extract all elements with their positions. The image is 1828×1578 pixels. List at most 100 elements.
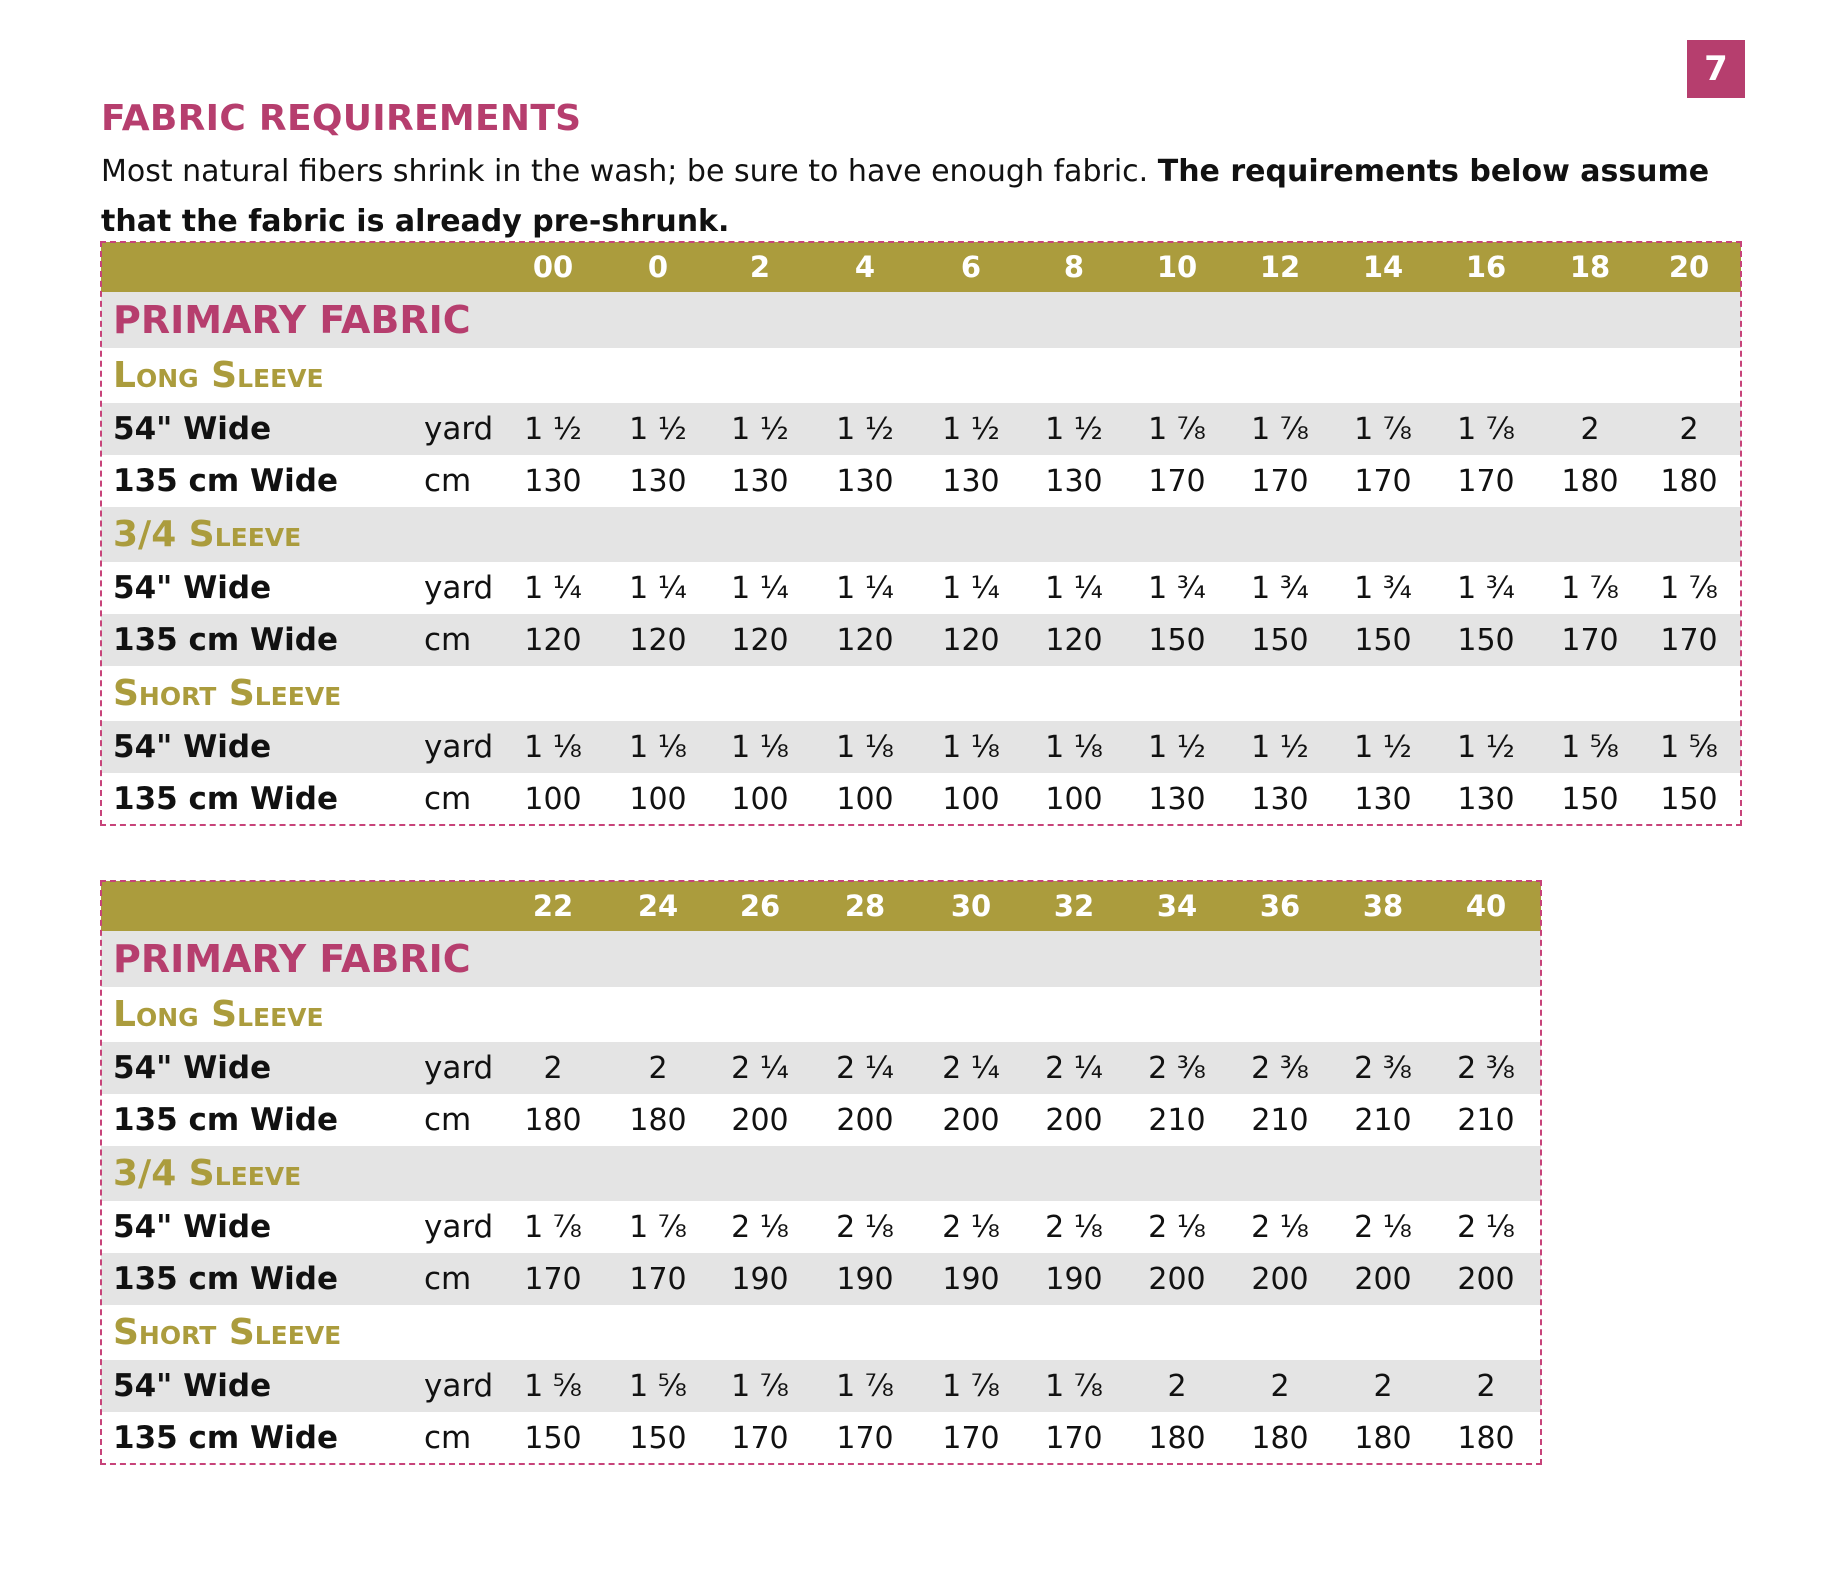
size-header-cell: 30 [950, 889, 992, 923]
value-cell: 2 ⅛ [1457, 1209, 1515, 1245]
fabric-width-label: 135 cm Wide [113, 622, 339, 658]
value-cell: 150 [1660, 781, 1718, 817]
size-header-cell: 22 [532, 889, 574, 923]
size-header-cell: 6 [960, 250, 982, 284]
value-cell: 180 [1561, 463, 1619, 499]
size-header-cell: 00 [532, 250, 574, 284]
value-cell: 200 [1354, 1261, 1412, 1297]
value-cell: 2 ⅛ [942, 1209, 1000, 1245]
sleeve-section-row: Long Sleeve [101, 987, 1541, 1042]
value-cell: 1 ¼ [942, 570, 1000, 606]
fabric-table-sizes-00-20: 00 0 2 4 6 8 10 12 14 16 18 20 PRIMARY FABRIC Long Sl… [100, 241, 1742, 826]
value-cell: 1 ¼ [1045, 570, 1103, 606]
sleeve-label: 3/4 Sleeve [113, 1153, 302, 1194]
size-header-cell: 16 [1465, 250, 1507, 284]
value-cell: 170 [524, 1261, 582, 1297]
value-cell: 2 [1476, 1368, 1496, 1404]
fabric-width-label: 54" Wide [113, 1209, 272, 1245]
fabric-width-label: 54" Wide [113, 570, 272, 606]
size-header-cell: 26 [739, 889, 781, 923]
value-cell: 2 ¼ [836, 1050, 894, 1086]
value-cell: 130 [629, 463, 687, 499]
page-number: 7 [1687, 40, 1745, 98]
value-cell: 130 [1045, 463, 1103, 499]
fabric-width-label: 135 cm Wide [113, 1420, 339, 1456]
sleeve-label: Long Sleeve [113, 994, 324, 1035]
value-cell: 100 [524, 781, 582, 817]
value-cell: 1 ½ [1457, 729, 1515, 765]
value-cell: 1 ¾ [1457, 570, 1515, 606]
value-cell: 210 [1354, 1102, 1412, 1138]
value-cell: 150 [1354, 622, 1412, 658]
value-cell: 1 ¾ [1354, 570, 1412, 606]
value-cell: 170 [1660, 622, 1718, 658]
value-cell: 1 ⅞ [836, 1368, 894, 1404]
unit-label: cm [424, 1261, 472, 1297]
unit-label: yard [424, 1050, 494, 1086]
value-cell: 1 ⅞ [1251, 411, 1309, 447]
value-cell: 1 ⅝ [1561, 729, 1619, 765]
table-row: 135 cm Wide cm 120 120 120 120 120 120 150 150 150… [101, 614, 1741, 666]
table-row: 135 cm Wide cm 180 180 200 200 200 200 210 210 210… [101, 1094, 1541, 1146]
value-cell: 130 [1251, 781, 1309, 817]
value-cell: 120 [629, 622, 687, 658]
fabric-label: PRIMARY FABRIC [113, 298, 471, 342]
value-cell: 150 [629, 1420, 687, 1456]
fabric-width-label: 54" Wide [113, 729, 272, 765]
value-cell: 130 [524, 463, 582, 499]
value-cell: 1 ½ [731, 411, 789, 447]
fabric-label: PRIMARY FABRIC [113, 937, 471, 981]
value-cell: 170 [731, 1420, 789, 1456]
value-cell: 2 ⅛ [1251, 1209, 1309, 1245]
table-row: 135 cm Wide cm 130 130 130 130 130 130 170 170 170… [101, 455, 1741, 507]
size-header-cell: 32 [1053, 889, 1095, 923]
size-header-cell: 14 [1362, 250, 1404, 284]
value-cell: 190 [731, 1261, 789, 1297]
value-cell: 1 ½ [1045, 411, 1103, 447]
table-row: 135 cm Wide cm 150 150 170 170 170 170 180 180 180… [101, 1412, 1541, 1464]
size-header-cell: 18 [1569, 250, 1611, 284]
fabric-width-label: 135 cm Wide [113, 1261, 339, 1297]
value-cell: 2 [1373, 1368, 1393, 1404]
value-cell: 2 [1580, 411, 1600, 447]
value-cell: 100 [629, 781, 687, 817]
value-cell: 150 [524, 1420, 582, 1456]
fabric-width-label: 54" Wide [113, 411, 272, 447]
value-cell: 100 [731, 781, 789, 817]
value-cell: 1 ¼ [836, 570, 894, 606]
value-cell: 1 ⅞ [1561, 570, 1619, 606]
value-cell: 1 ½ [1148, 729, 1206, 765]
table-row: 54" Wide yard 1 ⅝ 1 ⅝ 1 ⅞ 1 ⅞ 1 ⅞ 1 ⅞ 2 2 2 2 [101, 1360, 1541, 1412]
value-cell: 200 [731, 1102, 789, 1138]
value-cell: 200 [1457, 1261, 1515, 1297]
value-cell: 120 [1045, 622, 1103, 658]
value-cell: 120 [836, 622, 894, 658]
value-cell: 170 [1148, 463, 1206, 499]
fabric-table-sizes-22-40: 22 24 26 28 30 32 34 36 38 40 PRIMARY FABRIC Long S… [100, 880, 1542, 1465]
value-cell: 2 ¼ [1045, 1050, 1103, 1086]
value-cell: 170 [1045, 1420, 1103, 1456]
value-cell: 1 ⅞ [1148, 411, 1206, 447]
page-title: FABRIC REQUIREMENTS [101, 98, 582, 139]
value-cell: 170 [629, 1261, 687, 1297]
value-cell: 170 [1561, 622, 1619, 658]
table-row: 54" Wide yard 1 ¼ 1 ¼ 1 ¼ 1 ¼ 1 ¼ 1 ¼ 1 ¾ 1 ¾ 1 ¾ 1… [101, 562, 1741, 614]
fabric-width-label: 135 cm Wide [113, 463, 339, 499]
value-cell: 190 [836, 1261, 894, 1297]
value-cell: 2 [1679, 411, 1699, 447]
value-cell: 1 ½ [942, 411, 1000, 447]
sleeve-label: Short Sleeve [113, 1312, 342, 1353]
unit-label: cm [424, 622, 472, 658]
fabric-width-label: 135 cm Wide [113, 781, 339, 817]
value-cell: 130 [836, 463, 894, 499]
sleeve-label: Short Sleeve [113, 673, 342, 714]
value-cell: 2 ⅜ [1354, 1050, 1412, 1086]
size-header-cell: 40 [1465, 889, 1507, 923]
table-row: 54" Wide yard 1 ½ 1 ½ 1 ½ 1 ½ 1 ½ 1 ½ 1 ⅞ 1 ⅞ 1 ⅞ 1… [101, 403, 1741, 455]
value-cell: 1 ⅛ [629, 729, 687, 765]
value-cell: 170 [1457, 463, 1515, 499]
value-cell: 130 [942, 463, 1000, 499]
fabric-width-label: 135 cm Wide [113, 1102, 339, 1138]
value-cell: 170 [1251, 463, 1309, 499]
value-cell: 1 ¾ [1251, 570, 1309, 606]
